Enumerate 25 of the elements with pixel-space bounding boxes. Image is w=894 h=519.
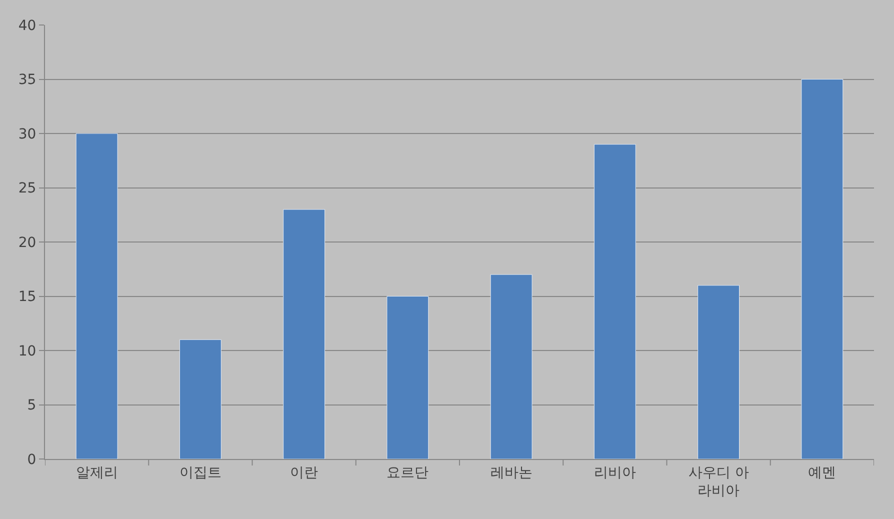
y-tick-label: 35	[18, 72, 36, 88]
bar	[801, 79, 844, 459]
bar	[490, 274, 532, 459]
y-tick-label: 0	[27, 452, 36, 468]
y-tick-label: 10	[18, 343, 36, 360]
bar	[698, 285, 740, 459]
y-tick-label: 15	[18, 289, 36, 306]
y-tick-label: 5	[27, 398, 36, 414]
bar	[76, 133, 118, 459]
y-tick-label: 40	[18, 18, 36, 34]
x-tick-label: 사우디 아라비아	[688, 464, 749, 499]
y-tick-label: 25	[18, 180, 36, 197]
x-tick-label: 알제리	[76, 464, 118, 481]
bar	[283, 209, 326, 459]
x-tick-label: 이란	[290, 464, 318, 481]
y-tick-label: 30	[18, 126, 36, 142]
bar	[179, 339, 222, 459]
x-tick-label: 요르단	[386, 464, 429, 481]
x-tick-label: 리비아	[594, 464, 636, 481]
x-tick-label: 이집트	[179, 464, 222, 481]
x-tick-label: 레바논	[490, 464, 532, 481]
x-tick-label: 예멘	[808, 464, 836, 481]
bar	[386, 296, 429, 459]
bar	[594, 144, 636, 459]
y-tick-label: 20	[18, 234, 36, 251]
